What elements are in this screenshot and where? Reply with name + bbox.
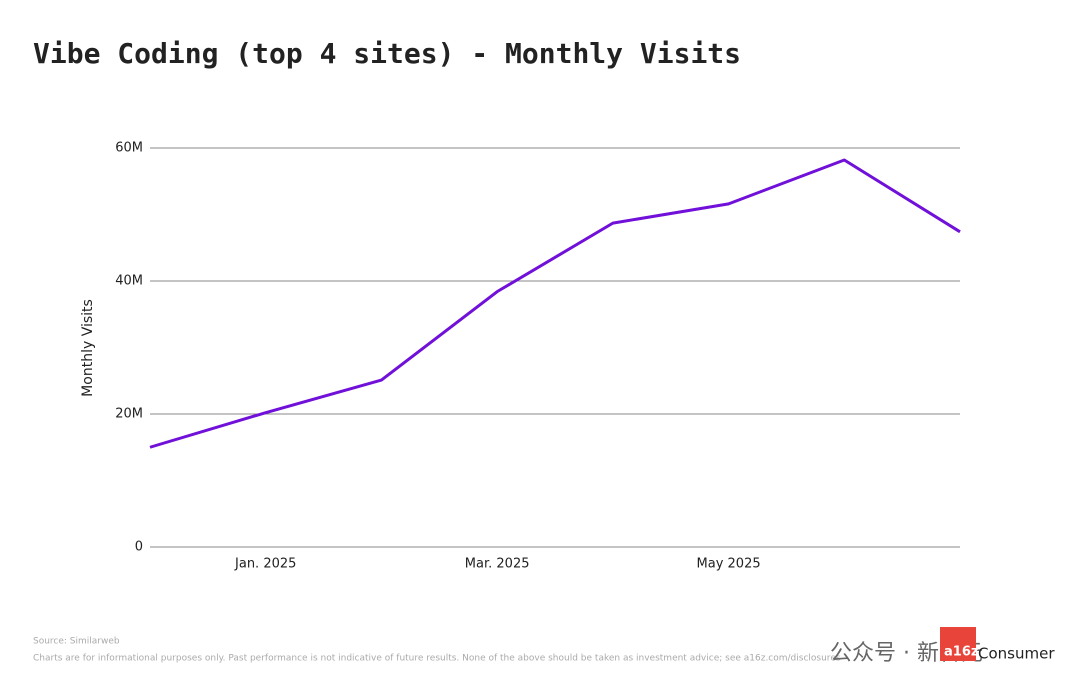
chart-title: Vibe Coding (top 4 sites) - Monthly Visi… bbox=[33, 37, 741, 70]
y-tick-label: 60M bbox=[115, 141, 143, 156]
y-tick-label: 0 bbox=[135, 540, 143, 555]
y-tick-label: 20M bbox=[115, 407, 143, 422]
source: Source: Similarweb bbox=[33, 637, 120, 647]
x-tick-label: Jan. 2025 bbox=[234, 557, 296, 572]
y-tick-label: 40M bbox=[115, 274, 143, 289]
disclaimer: Charts are for informational purposes on… bbox=[33, 654, 841, 664]
logo-mark: a16z bbox=[944, 645, 978, 660]
y-axis-label: Monthly Visits bbox=[80, 299, 96, 397]
logo-text: Consumer bbox=[978, 645, 1055, 663]
line bbox=[149, 158, 961, 449]
x-tick-label: Mar. 2025 bbox=[465, 557, 530, 572]
logo-box bbox=[940, 627, 976, 661]
x-tick-label: May 2025 bbox=[697, 557, 761, 572]
